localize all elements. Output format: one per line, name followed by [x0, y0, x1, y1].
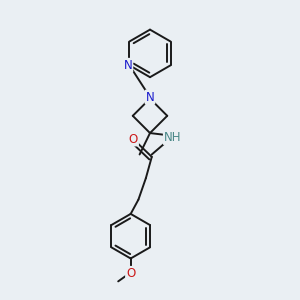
- Text: NH: NH: [164, 131, 181, 144]
- Text: N: N: [124, 59, 132, 72]
- Text: O: O: [129, 133, 138, 146]
- Text: O: O: [126, 267, 135, 280]
- Text: N: N: [146, 91, 154, 103]
